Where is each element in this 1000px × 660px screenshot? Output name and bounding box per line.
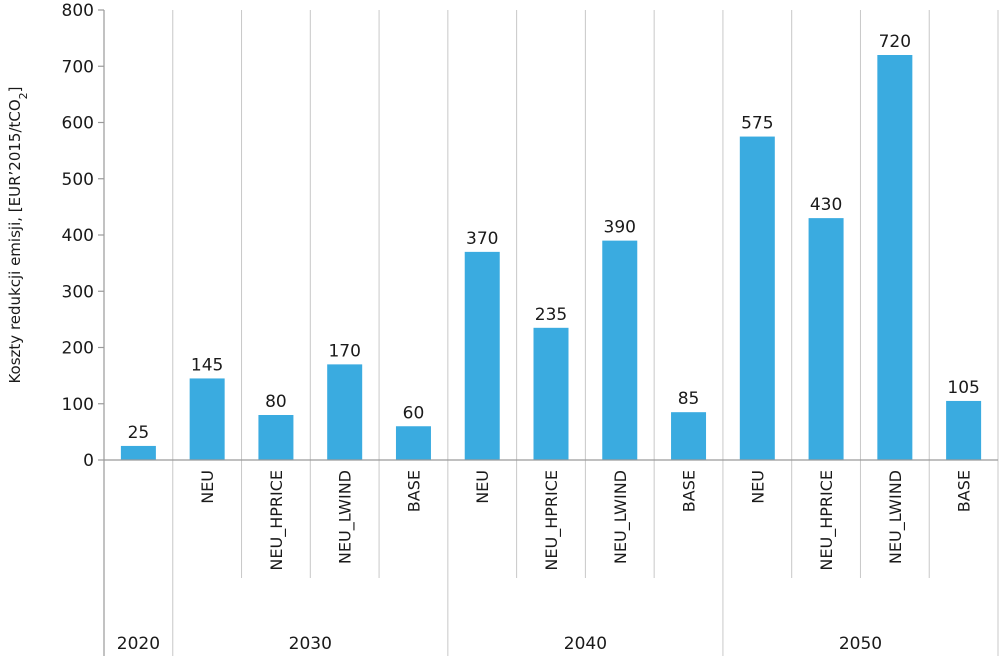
- y-tick-label: 0: [83, 451, 94, 471]
- y-tick-label: 400: [62, 226, 94, 246]
- y-axis-title: Koszty redukcji emisji, [EUR’2015/tCO2]: [6, 86, 30, 383]
- y-tick-label: 600: [62, 114, 94, 134]
- bar: [327, 364, 363, 460]
- scenario-label: BASE: [404, 470, 423, 512]
- year-label: 2030: [289, 634, 332, 654]
- bar: [946, 400, 982, 460]
- labels-layer: 0 100 200 300 400 500 600 700 800 25 2020 145 NEU 80 N…: [62, 1, 980, 654]
- scenario-label: NEU_LWIND: [336, 470, 356, 564]
- bar: [877, 55, 913, 460]
- bar-value-label: 170: [328, 341, 360, 361]
- bar-value-label: 60: [403, 403, 425, 423]
- scenario-label: NEU_LWIND: [886, 470, 906, 564]
- bar: [739, 136, 775, 460]
- bar-value-label: 80: [265, 392, 287, 412]
- bars-layer: [120, 55, 982, 460]
- year-label: 2020: [117, 634, 160, 654]
- y-tick-label: 100: [62, 395, 94, 415]
- bar-value-label: 105: [947, 378, 979, 398]
- scenario-label: NEU_LWIND: [611, 470, 631, 564]
- bar-value-label: 145: [191, 355, 223, 375]
- scenario-label: NEU: [473, 470, 492, 504]
- bar: [189, 378, 225, 460]
- bar: [464, 251, 500, 460]
- bar-value-label: 720: [879, 32, 911, 52]
- y-tick-label: 300: [62, 282, 94, 302]
- axis-layer: [98, 9, 998, 656]
- bar-value-label: 430: [810, 195, 842, 215]
- bar-value-label: 235: [535, 305, 567, 325]
- bar: [395, 426, 431, 460]
- scenario-label: NEU: [748, 470, 767, 504]
- scenario-label: BASE: [955, 470, 974, 512]
- bar-value-label: 575: [741, 114, 773, 134]
- scenario-label: NEU_HPRICE: [542, 470, 562, 571]
- y-tick-label: 500: [62, 170, 94, 190]
- scenario-label: NEU: [198, 470, 217, 504]
- bar: [120, 445, 156, 460]
- bar: [808, 218, 844, 460]
- scenario-label: BASE: [680, 470, 699, 512]
- bar-value-label: 25: [128, 423, 150, 443]
- bar: [533, 327, 569, 460]
- year-label: 2040: [564, 634, 607, 654]
- bar: [602, 240, 638, 460]
- y-tick-label: 700: [62, 57, 94, 77]
- scenario-label: NEU_HPRICE: [817, 470, 837, 571]
- y-tick-label: 800: [62, 1, 94, 21]
- year-label: 2050: [839, 634, 882, 654]
- bar: [671, 412, 707, 460]
- bar: [258, 415, 294, 460]
- bar-value-label: 370: [466, 229, 498, 249]
- y-tick-label: 200: [62, 339, 94, 359]
- scenario-label: NEU_HPRICE: [267, 470, 287, 571]
- bar-value-label: 85: [678, 389, 700, 409]
- grid-layer: [172, 10, 999, 656]
- bar-value-label: 390: [604, 218, 636, 238]
